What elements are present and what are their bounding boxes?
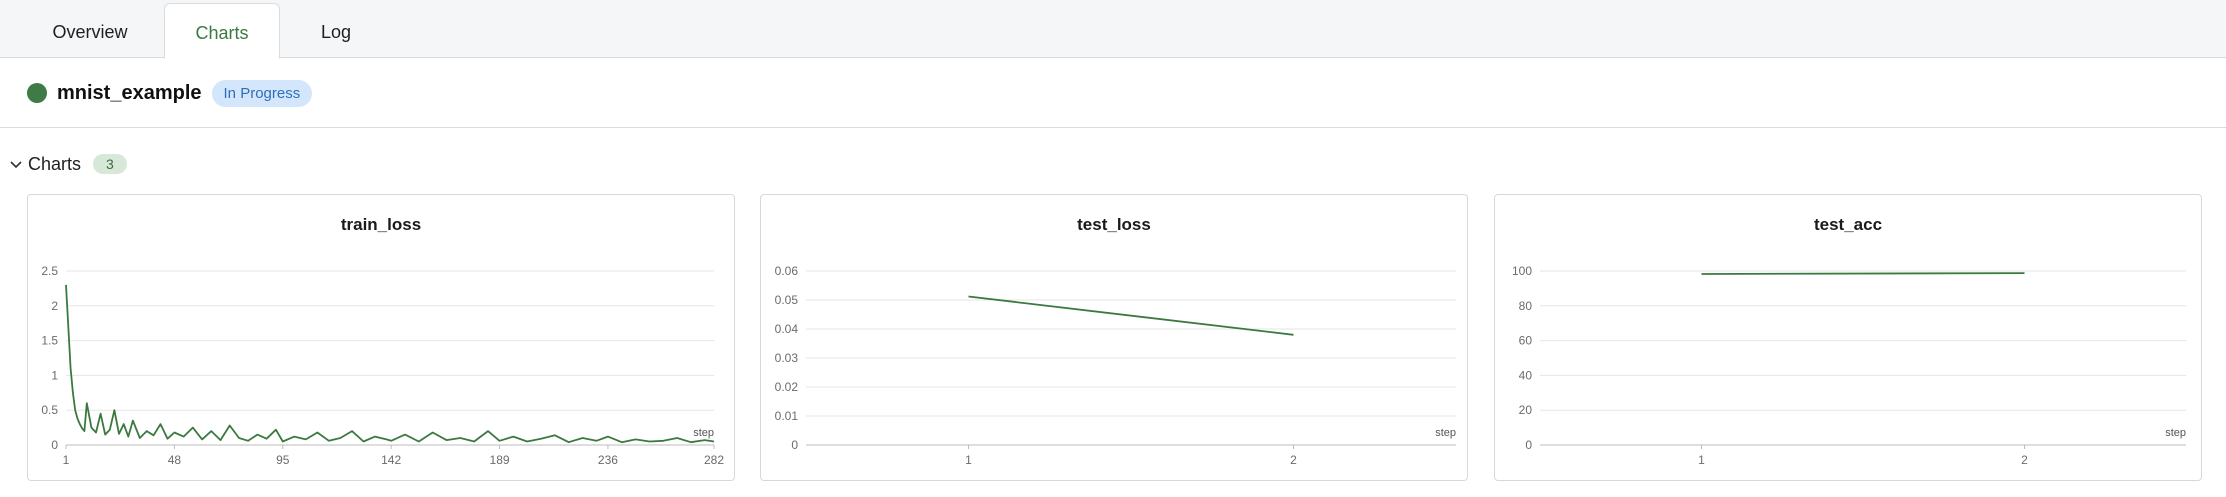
- chart-title: test_loss: [1077, 215, 1151, 234]
- x-axis-label: step: [2165, 427, 2186, 439]
- series-line: [1701, 272, 2025, 275]
- y-tick-label: 0: [791, 438, 798, 452]
- y-tick-label: 80: [1519, 299, 1533, 313]
- y-tick-label: 0.01: [775, 409, 799, 423]
- x-axis-label: step: [693, 427, 714, 439]
- y-tick-label: 0.04: [775, 322, 799, 336]
- x-tick-label: 2: [1290, 453, 1297, 467]
- tab-log[interactable]: Log: [320, 22, 352, 42]
- test-loss-chart[interactable]: 0 0.01 0.02 0.03 0.04 0.05 0.06 1 2 step: [761, 195, 1467, 480]
- project-header: mnist_example In Progress: [27, 78, 313, 108]
- y-tick-label: 1.5: [41, 334, 58, 348]
- y-tick-label: 0.02: [775, 380, 799, 394]
- x-tick-label: 1: [63, 453, 70, 467]
- chart-title: train_loss: [340, 215, 422, 234]
- charts-section-toggle[interactable]: Charts 3: [8, 150, 127, 178]
- y-tick-label: 2: [51, 299, 58, 313]
- project-name: mnist_example: [57, 81, 202, 104]
- x-tick-label: 48: [168, 453, 182, 467]
- y-tick-label: 20: [1519, 403, 1533, 417]
- x-tick-label: 282: [704, 453, 724, 467]
- y-tick-label: 100: [1512, 264, 1532, 278]
- y-tick-label: 0.5: [41, 403, 58, 417]
- x-tick-label: 95: [276, 453, 290, 467]
- y-tick-label: 0.06: [775, 264, 799, 278]
- chart-card-test-loss: test_loss 0 0.01 0.02 0.03 0.04 0.05 0.06 1 2 ste…: [760, 194, 1468, 481]
- divider: [0, 127, 2226, 128]
- x-tick-label: 2: [2021, 453, 2028, 467]
- x-axis-label: step: [1435, 427, 1456, 439]
- tab-charts[interactable]: Charts: [164, 3, 280, 59]
- section-title: Charts: [28, 153, 82, 174]
- status-badge: In Progress: [211, 79, 313, 107]
- y-tick-label: 0: [51, 438, 58, 452]
- y-tick-label: 60: [1519, 334, 1533, 348]
- y-tick-label: 0: [1525, 438, 1532, 452]
- x-tick-label: 142: [381, 453, 401, 467]
- x-tick-label: 189: [490, 453, 510, 467]
- y-tick-label: 0.03: [775, 351, 799, 365]
- chart-card-test-acc: test_acc 0 20 40 60 80 100 1 2 step: [1494, 194, 2202, 481]
- test-acc-chart[interactable]: 0 20 40 60 80 100 1 2 step: [1495, 195, 2201, 480]
- train-loss-chart[interactable]: 0 0.5 1 1.5 2 2.5 1 48 95 142 189 236 282 step: [28, 195, 734, 480]
- series-line: [65, 284, 715, 444]
- y-tick-label: 2.5: [41, 264, 58, 278]
- chart-card-train-loss: train_loss 0 0.5 1 1.5 2 2.5 1 48 95 142 189 236 282…: [27, 194, 735, 481]
- chart-count-badge: 3: [93, 154, 127, 174]
- y-tick-label: 0.05: [775, 293, 799, 307]
- x-tick-label: 236: [598, 453, 618, 467]
- chart-title: test_acc: [1813, 215, 1883, 234]
- tab-overview[interactable]: Overview: [52, 22, 128, 42]
- tab-bar: Overview Charts Log: [0, 0, 2226, 59]
- series-line: [968, 295, 1294, 336]
- x-tick-label: 1: [1698, 453, 1705, 467]
- status-dot-icon: [27, 83, 47, 103]
- y-tick-label: 40: [1519, 368, 1533, 382]
- y-tick-label: 1: [51, 368, 58, 382]
- x-tick-label: 1: [965, 453, 972, 467]
- chevron-down-icon: [10, 161, 22, 169]
